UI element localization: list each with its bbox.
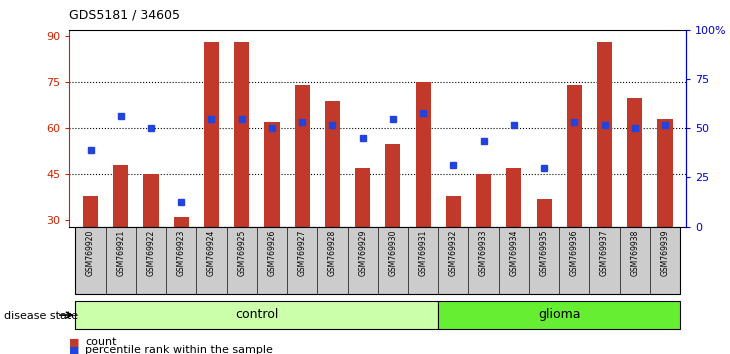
Bar bbox=[136, 227, 166, 294]
Bar bbox=[106, 227, 136, 294]
Bar bbox=[204, 42, 219, 227]
Text: GSM769922: GSM769922 bbox=[147, 230, 155, 276]
Text: GSM769928: GSM769928 bbox=[328, 230, 337, 276]
Text: GSM769923: GSM769923 bbox=[177, 230, 185, 276]
Bar bbox=[75, 301, 438, 329]
Bar bbox=[499, 227, 529, 294]
Bar bbox=[196, 227, 226, 294]
Bar bbox=[166, 227, 196, 294]
Text: count: count bbox=[85, 337, 117, 347]
Bar bbox=[476, 175, 491, 227]
Text: GSM769932: GSM769932 bbox=[449, 230, 458, 276]
Bar bbox=[507, 168, 521, 227]
Bar bbox=[597, 42, 612, 227]
Bar bbox=[347, 227, 378, 294]
Bar bbox=[537, 199, 552, 227]
Text: GSM769929: GSM769929 bbox=[358, 230, 367, 276]
Text: control: control bbox=[235, 308, 279, 321]
Bar bbox=[264, 122, 280, 227]
Text: GSM769927: GSM769927 bbox=[298, 230, 307, 276]
Text: GSM769924: GSM769924 bbox=[207, 230, 216, 276]
Text: GSM769934: GSM769934 bbox=[510, 230, 518, 276]
Bar bbox=[446, 196, 461, 227]
Bar bbox=[438, 227, 469, 294]
Bar bbox=[113, 165, 128, 227]
Text: GSM769935: GSM769935 bbox=[539, 230, 548, 276]
Text: ■: ■ bbox=[69, 346, 80, 354]
Bar bbox=[620, 227, 650, 294]
Text: GSM769933: GSM769933 bbox=[479, 230, 488, 276]
Bar bbox=[566, 85, 582, 227]
Bar bbox=[627, 98, 642, 227]
Bar bbox=[559, 227, 589, 294]
Bar bbox=[318, 227, 347, 294]
Text: GSM769936: GSM769936 bbox=[570, 230, 579, 276]
Text: GSM769930: GSM769930 bbox=[388, 230, 397, 276]
Text: percentile rank within the sample: percentile rank within the sample bbox=[85, 346, 273, 354]
Bar bbox=[143, 175, 158, 227]
Text: GSM769925: GSM769925 bbox=[237, 230, 246, 276]
Bar bbox=[355, 168, 370, 227]
Bar bbox=[174, 217, 189, 227]
Text: glioma: glioma bbox=[538, 308, 580, 321]
Bar bbox=[650, 227, 680, 294]
Bar bbox=[287, 227, 318, 294]
Bar bbox=[378, 227, 408, 294]
Bar bbox=[415, 82, 431, 227]
Text: ■: ■ bbox=[69, 337, 80, 347]
Bar bbox=[75, 227, 106, 294]
Text: GDS5181 / 34605: GDS5181 / 34605 bbox=[69, 9, 180, 22]
Bar bbox=[438, 301, 680, 329]
Bar bbox=[83, 196, 98, 227]
Text: GSM769939: GSM769939 bbox=[661, 230, 669, 276]
Bar bbox=[469, 227, 499, 294]
Bar bbox=[234, 42, 249, 227]
Bar bbox=[589, 227, 620, 294]
Bar bbox=[658, 119, 672, 227]
Bar bbox=[385, 144, 401, 227]
Bar bbox=[226, 227, 257, 294]
Text: GSM769920: GSM769920 bbox=[86, 230, 95, 276]
Text: GSM769931: GSM769931 bbox=[418, 230, 428, 276]
Bar bbox=[295, 85, 310, 227]
Text: GSM769938: GSM769938 bbox=[630, 230, 639, 276]
Text: GSM769921: GSM769921 bbox=[116, 230, 126, 276]
Bar bbox=[325, 101, 340, 227]
Text: GSM769937: GSM769937 bbox=[600, 230, 609, 276]
Text: disease state: disease state bbox=[4, 311, 78, 321]
Bar bbox=[529, 227, 559, 294]
Bar bbox=[257, 227, 287, 294]
Text: GSM769926: GSM769926 bbox=[267, 230, 277, 276]
Bar bbox=[408, 227, 438, 294]
